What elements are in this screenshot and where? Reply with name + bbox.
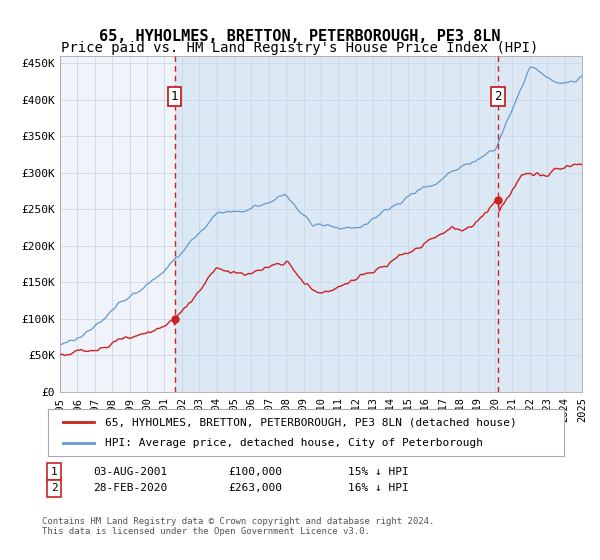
Text: HPI: Average price, detached house, City of Peterborough: HPI: Average price, detached house, City… [105, 438, 483, 448]
Text: 1: 1 [171, 90, 178, 103]
Text: 15% ↓ HPI: 15% ↓ HPI [348, 466, 409, 477]
Text: 16% ↓ HPI: 16% ↓ HPI [348, 483, 409, 493]
Text: £100,000: £100,000 [228, 466, 282, 477]
Text: 03-AUG-2001: 03-AUG-2001 [93, 466, 167, 477]
Text: Contains HM Land Registry data © Crown copyright and database right 2024.
This d: Contains HM Land Registry data © Crown c… [42, 517, 434, 536]
Text: Price paid vs. HM Land Registry's House Price Index (HPI): Price paid vs. HM Land Registry's House … [61, 41, 539, 55]
Text: 65, HYHOLMES, BRETTON, PETERBOROUGH, PE3 8LN: 65, HYHOLMES, BRETTON, PETERBOROUGH, PE3… [99, 29, 501, 44]
Text: 2: 2 [494, 90, 502, 103]
Text: 65, HYHOLMES, BRETTON, PETERBOROUGH, PE3 8LN (detached house): 65, HYHOLMES, BRETTON, PETERBOROUGH, PE3… [105, 417, 517, 427]
Bar [175, 56, 582, 392]
Text: 1: 1 [50, 466, 58, 477]
Text: 28-FEB-2020: 28-FEB-2020 [93, 483, 167, 493]
Text: 2: 2 [50, 483, 58, 493]
Text: £263,000: £263,000 [228, 483, 282, 493]
